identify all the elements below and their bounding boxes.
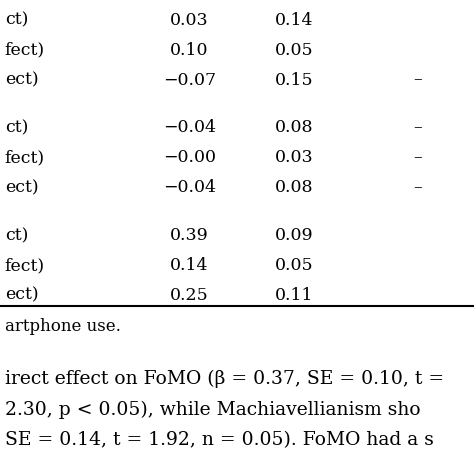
Text: 0.05: 0.05 xyxy=(274,42,313,59)
Text: ect): ect) xyxy=(5,287,38,304)
Text: –: – xyxy=(413,72,421,89)
Text: 0.11: 0.11 xyxy=(274,287,313,304)
Text: 0.03: 0.03 xyxy=(274,149,313,166)
Text: 0.39: 0.39 xyxy=(170,227,209,244)
Text: 2.30, p < 0.05), while Machiavellianism sho: 2.30, p < 0.05), while Machiavellianism … xyxy=(5,401,420,419)
Text: artphone use.: artphone use. xyxy=(5,318,120,335)
Text: −0.07: −0.07 xyxy=(163,72,216,89)
Text: ct): ct) xyxy=(5,12,28,29)
Text: 0.15: 0.15 xyxy=(274,72,313,89)
Text: 0.14: 0.14 xyxy=(274,12,313,29)
Text: 0.03: 0.03 xyxy=(170,12,209,29)
Text: 0.05: 0.05 xyxy=(274,257,313,274)
Text: 0.09: 0.09 xyxy=(274,227,313,244)
Text: ct): ct) xyxy=(5,227,28,244)
Text: 0.08: 0.08 xyxy=(274,179,313,196)
Text: −0.04: −0.04 xyxy=(163,119,216,137)
Text: ect): ect) xyxy=(5,179,38,196)
Text: fect): fect) xyxy=(5,257,45,274)
Text: −0.04: −0.04 xyxy=(163,179,216,196)
Text: SE = 0.14, t = 1.92, n = 0.05). FoMO had a s: SE = 0.14, t = 1.92, n = 0.05). FoMO had… xyxy=(5,431,434,449)
Text: –: – xyxy=(413,119,421,137)
Text: fect): fect) xyxy=(5,149,45,166)
Text: −0.00: −0.00 xyxy=(163,149,216,166)
Text: –: – xyxy=(413,179,421,196)
Text: –: – xyxy=(413,149,421,166)
Text: 0.14: 0.14 xyxy=(170,257,209,274)
Text: fect): fect) xyxy=(5,42,45,59)
Text: 0.25: 0.25 xyxy=(170,287,209,304)
Text: ct): ct) xyxy=(5,119,28,137)
Text: ect): ect) xyxy=(5,72,38,89)
Text: 0.10: 0.10 xyxy=(170,42,209,59)
Text: irect effect on FoMO (β = 0.37, SE = 0.10, t =: irect effect on FoMO (β = 0.37, SE = 0.1… xyxy=(5,370,444,388)
Text: 0.08: 0.08 xyxy=(274,119,313,137)
